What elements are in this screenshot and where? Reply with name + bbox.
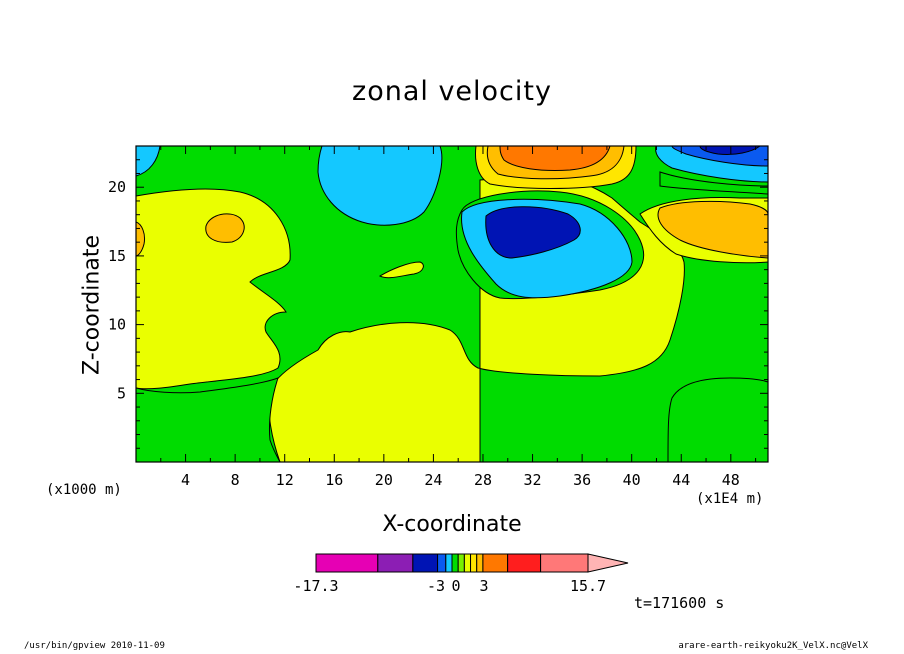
x-tick-label: 48 — [722, 471, 740, 489]
y-tick-label: 10 — [108, 316, 126, 334]
colorbar-segment — [482, 553, 509, 573]
colorbar-segment — [463, 553, 472, 573]
x-tick-label: 44 — [672, 471, 690, 489]
x-tick-label: 32 — [524, 471, 542, 489]
x-axis-label: X-coordinate — [382, 512, 522, 537]
footer-right: arare-earth-reikyoku2K_VelX.nc@VelX — [678, 641, 868, 651]
contour-region-green-lower-right — [667, 377, 768, 462]
colorbar-segment — [437, 553, 447, 573]
colorbar-tick-label: 0 — [451, 577, 460, 595]
x-tick-label: 8 — [231, 471, 240, 489]
x-tick-label: 36 — [573, 471, 591, 489]
footer-left: /usr/bin/gpview 2010-11-09 — [24, 641, 165, 651]
colorbar: -17.3 -3 0 3 15.7 — [293, 553, 629, 595]
x-scale-note: (x1E4 m) — [696, 491, 764, 507]
colorbar-segment — [540, 553, 589, 573]
colorbar-segment — [412, 553, 439, 573]
colorbar-tick-label: -17.3 — [293, 577, 338, 595]
contour-field — [136, 146, 768, 462]
contour-region-yellow-streak — [378, 261, 424, 279]
x-tick-label: 24 — [424, 471, 442, 489]
colorbar-segment — [377, 553, 414, 573]
plot-frame — [135, 145, 769, 463]
chart-title: zonal velocity — [352, 76, 552, 107]
y-tick-label: 15 — [108, 247, 126, 265]
x-tick-label: 16 — [325, 471, 343, 489]
colorbar-segment — [457, 553, 465, 573]
contour-region-green-lower-left — [136, 377, 281, 462]
time-label: t=171600 s — [634, 594, 725, 612]
x-tick-label: 28 — [474, 471, 492, 489]
colorbar-tick-label: 3 — [479, 577, 488, 595]
colorbar-arrow — [587, 553, 629, 573]
contour-region-darkblue-top-right — [699, 146, 761, 155]
y-tick-label: 5 — [117, 384, 126, 402]
x-tick-label: 40 — [623, 471, 641, 489]
y-tick-label: 20 — [108, 178, 126, 196]
colorbar-segment — [315, 553, 379, 573]
contour-region-orange-right — [657, 200, 768, 259]
colorbar-tick-label: 15.7 — [570, 577, 606, 595]
contour-region-yellow-upper-left — [136, 188, 291, 390]
contour-region-blue-center — [485, 206, 581, 259]
colorbar-segment — [470, 553, 478, 573]
colorbar-segment — [507, 553, 542, 573]
x-tick-label: 12 — [276, 471, 294, 489]
contour-region-cyan-top-center — [317, 146, 443, 226]
colorbar-segment — [451, 553, 459, 573]
colorbar-segment — [476, 553, 484, 573]
x-tick-label: 20 — [375, 471, 393, 489]
colorbar-segment — [445, 553, 453, 573]
x-tick-label: 4 — [181, 471, 190, 489]
contour-region-orange-left-small — [205, 213, 245, 243]
x-unit-note: (x1000 m) — [46, 482, 122, 498]
colorbar-tick-label: -3 — [427, 577, 445, 595]
contour-region-green-top-right — [659, 171, 768, 195]
